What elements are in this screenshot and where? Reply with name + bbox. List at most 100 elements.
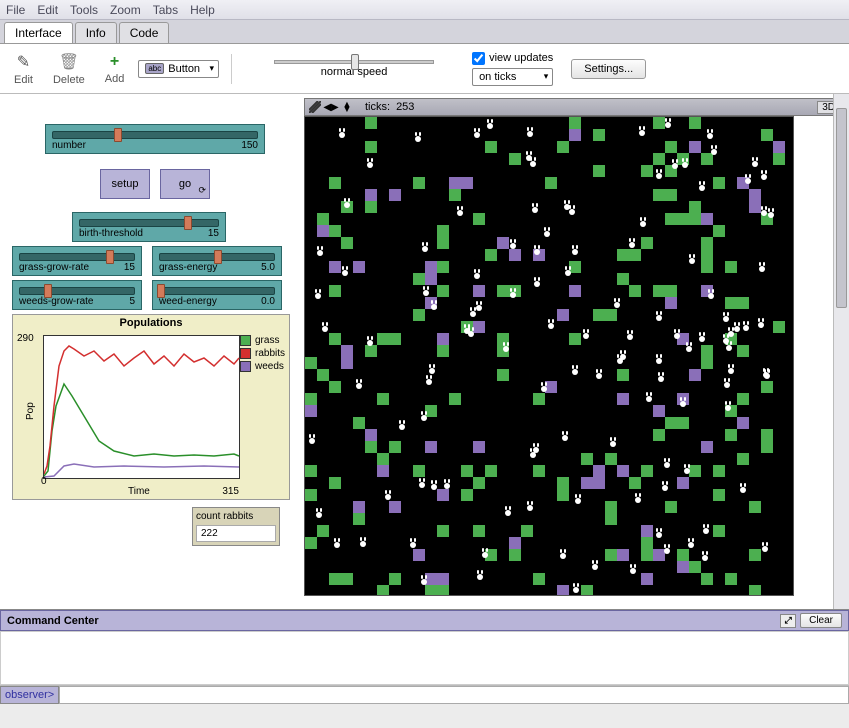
slider-birth-threshold[interactable]: birth-threshold15 [72, 212, 226, 242]
speed-slider[interactable]: normal speed [274, 60, 434, 78]
rabbit-agent [678, 398, 688, 408]
weed-patch [413, 549, 425, 561]
tab-interface[interactable]: Interface [4, 22, 73, 43]
rabbit-agent [320, 323, 330, 333]
menu-file[interactable]: File [6, 3, 25, 17]
grass-patch [389, 333, 401, 345]
menu-tools[interactable]: Tools [70, 3, 98, 17]
rabbit-agent [413, 133, 423, 143]
rabbit-agent [365, 159, 375, 169]
grass-patch [317, 369, 329, 381]
rabbit-agent [697, 182, 707, 192]
grass-patch [305, 357, 317, 369]
view-updates-checkbox[interactable]: view updates [472, 52, 553, 65]
grass-patch [701, 573, 713, 585]
grass-patch [389, 573, 401, 585]
tab-code[interactable]: Code [119, 22, 170, 43]
rabbit-agent [637, 127, 647, 137]
setup-button[interactable]: setup [100, 169, 150, 199]
grass-patch [413, 177, 425, 189]
grass-patch [605, 453, 617, 465]
slider-weed-energy[interactable]: weed-energy0.0 [152, 280, 282, 310]
rabbit-agent [726, 365, 736, 375]
command-center: Command Center ⤢ Clear observer> [0, 609, 849, 704]
weed-patch [617, 465, 629, 477]
rabbit-agent [709, 146, 719, 156]
update-mode-dropdown[interactable]: on ticks [472, 68, 553, 86]
rabbit-agent [455, 207, 465, 217]
grass-patch [557, 141, 569, 153]
grass-patch [641, 237, 653, 249]
rabbit-agent [682, 465, 692, 475]
rabbit-agent [503, 507, 513, 517]
ticks-label: ticks: [365, 101, 390, 113]
rabbit-agent [570, 246, 580, 256]
rabbit-agent [562, 201, 572, 211]
grass-patch [437, 525, 449, 537]
go-button[interactable]: go⟳ [160, 169, 210, 199]
weed-patch [449, 177, 461, 189]
menu-help[interactable]: Help [190, 3, 215, 17]
left-right-icon[interactable]: ◀▶ [325, 101, 337, 113]
rabbit-agent [563, 267, 573, 277]
rabbit-agent [429, 481, 439, 491]
grass-patch [605, 501, 617, 513]
rabbit-agent [472, 129, 482, 139]
add-button[interactable]: +Add [99, 51, 131, 87]
grass-patch [617, 249, 629, 261]
settings-button[interactable]: Settings... [571, 59, 646, 79]
weed-patch [473, 441, 485, 453]
grass-patch [377, 393, 389, 405]
menu-edit[interactable]: Edit [37, 3, 58, 17]
rabbit-agent [542, 228, 552, 238]
plot-ymax: 290 [17, 333, 34, 344]
grass-patch [485, 141, 497, 153]
grass-patch [593, 309, 605, 321]
view-pane: ◀▶ ▲▼ ticks: 253 3D [300, 94, 849, 609]
view-header: ◀▶ ▲▼ ticks: 253 3D [304, 98, 845, 116]
rabbit-agent [570, 366, 580, 376]
grass-patch [689, 201, 701, 213]
tab-info[interactable]: Info [75, 22, 117, 43]
weed-patch [317, 225, 329, 237]
delete-button[interactable]: 🗑Delete [47, 50, 91, 88]
edit-button[interactable]: ✎Edit [8, 50, 39, 88]
grass-patch [689, 117, 701, 129]
rabbit-agent [723, 402, 733, 412]
command-input[interactable] [59, 686, 849, 704]
rabbit-agent [508, 240, 518, 250]
speed-thumb[interactable] [351, 54, 359, 70]
grass-patch [641, 537, 653, 549]
rabbit-agent [738, 484, 748, 494]
grass-patch [473, 477, 485, 489]
rabbit-agent [340, 267, 350, 277]
slider-number[interactable]: number150 [45, 124, 265, 154]
grass-patch [725, 573, 737, 585]
slider-grass-energy[interactable]: grass-energy5.0 [152, 246, 282, 276]
populations-plot: Populations grass rabbits weeds 290 Pop … [12, 314, 290, 500]
rabbit-agent [442, 480, 452, 490]
rabbit-agent [417, 479, 427, 489]
weed-patch [425, 273, 437, 285]
rabbit-agent [546, 320, 556, 330]
menu-zoom[interactable]: Zoom [110, 3, 141, 17]
slider-weeds-grow-rate[interactable]: weeds-grow-rate5 [12, 280, 142, 310]
grass-patch [437, 585, 449, 596]
series-weeds [44, 464, 239, 477]
grass-patch [653, 153, 665, 165]
menu-tabs[interactable]: Tabs [153, 3, 178, 17]
observer-label[interactable]: observer> [0, 686, 59, 704]
grass-patch [329, 477, 341, 489]
slider-grass-grow-rate[interactable]: grass-grow-rate15 [12, 246, 142, 276]
expand-icon[interactable]: ⤢ [780, 614, 796, 628]
element-type-dropdown[interactable]: abcButton [138, 60, 219, 78]
clear-button[interactable]: Clear [800, 613, 842, 628]
up-down-icon[interactable]: ▲▼ [341, 101, 353, 113]
stripe-icon[interactable] [309, 101, 321, 113]
vertical-scrollbar[interactable] [833, 94, 849, 609]
rabbit-agent [539, 383, 549, 393]
grass-patch [593, 165, 605, 177]
world-view[interactable] [304, 116, 794, 596]
abc-icon: abc [145, 63, 164, 74]
grass-patch [761, 441, 773, 453]
